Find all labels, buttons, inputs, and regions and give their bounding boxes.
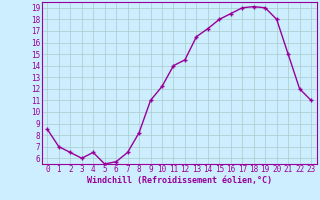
X-axis label: Windchill (Refroidissement éolien,°C): Windchill (Refroidissement éolien,°C) (87, 176, 272, 185)
